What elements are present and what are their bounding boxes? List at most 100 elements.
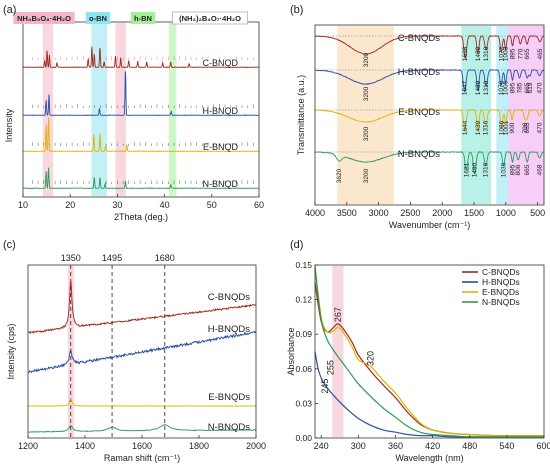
series-line-H [22, 71, 259, 116]
x-axis-b-tick-label: 2000 [432, 208, 452, 218]
x-axis-b-tick-label: 3000 [369, 208, 389, 218]
reference-line-label: 1495 [102, 253, 122, 263]
x-axis-a-tick-label: 40 [160, 200, 170, 210]
peak-label-b: 1310 [483, 80, 490, 95]
axes [13, 11, 545, 439]
peak-label-b: 1439 [475, 120, 482, 135]
x-axis-d-tick-label: 300 [351, 441, 366, 451]
y-axis-label-b: Transmittance (a.u.) [296, 75, 306, 155]
legend-label: N-BNQDs [482, 297, 520, 307]
series-line-H [27, 330, 257, 374]
series-label-a: H-BNQD [203, 106, 239, 116]
series-line-C [27, 280, 257, 335]
series-line-N [314, 151, 544, 175]
phase-label-box [13, 12, 75, 24]
reference-pattern [32, 56, 254, 60]
peak-label-b: 3200 [363, 126, 370, 141]
peak-label-b: 3200 [363, 52, 370, 67]
x-axis-b-tick-label: 1500 [464, 208, 484, 218]
peak-label-b: 3620 [336, 168, 343, 183]
series-label-a: C-BNQD [203, 58, 239, 68]
plot-frame-b [314, 24, 545, 206]
peak-label-b: 665 [524, 122, 531, 133]
peak-label-b: 1310 [483, 46, 490, 61]
peak-label-b: 895 [510, 164, 517, 175]
legend-label: H-BNQDs [482, 277, 520, 287]
x-axis-b-tick-label: 4000 [305, 208, 325, 218]
series-label-b: H-BNQDs [398, 67, 440, 78]
series-label-a: N-BNQD [203, 179, 239, 189]
x-axis-d-tick-label: 480 [462, 441, 477, 451]
peak-label-b: 1036 [501, 162, 508, 177]
peak-label-b: 465 [537, 48, 544, 59]
panel-label-d: (d) [290, 239, 303, 251]
legend-label: C-BNQDs [482, 267, 520, 277]
x-axis-b-tick-label: 500 [530, 208, 545, 218]
highlight-band [168, 23, 177, 196]
peak-label-b: 1001 [503, 120, 510, 135]
series-line-C [22, 46, 260, 69]
x-axis-c-tick-label: 1200 [18, 441, 38, 451]
peak-label-b: 785 [517, 82, 524, 93]
phase-label: (NH₄)₂B₄O₇·4H₂O [179, 14, 241, 23]
peak-label-b: 1621 [463, 162, 470, 177]
peak-label-b: 1439 [475, 80, 482, 95]
series-line-H [314, 351, 544, 438]
x-axis-d-tick-label: 540 [499, 441, 514, 451]
series-label-c: H-BNQDs [208, 324, 250, 335]
phase-label-box [172, 11, 248, 25]
reference-line-label: 1350 [61, 253, 81, 263]
peak-label-b: 665 [524, 164, 531, 175]
phase-label-box [85, 12, 111, 24]
y-axis-d-tick-label: 0.09 [295, 329, 312, 339]
series-line-C [314, 35, 545, 60]
peak-label-b: 895 [510, 48, 517, 59]
x-axis-b-tick-label: 1000 [496, 208, 516, 218]
series-label-c: C-BNQDs [208, 292, 250, 303]
series-line-N [27, 423, 257, 433]
reference-pattern [32, 180, 254, 184]
series-label-c: E-BNQDs [208, 392, 250, 403]
x-axis-d-tick-label: 240 [314, 441, 329, 451]
reference-pattern [32, 104, 254, 108]
reference-pattern [32, 142, 254, 146]
highlight-band [508, 26, 544, 204]
peak-label-b: 468 [537, 164, 544, 175]
peak-annotation-d: 255 [325, 360, 335, 375]
peak-label-b: 1316 [483, 120, 490, 135]
highlight-band [337, 26, 394, 204]
peak-label-b: 1439 [475, 46, 482, 61]
x-axis-a-tick-label: 60 [254, 200, 264, 210]
peak-label-b: 470 [537, 122, 544, 133]
y-axis-d-tick-label: 0.06 [295, 364, 312, 374]
peak-label-b: 1066 [499, 120, 506, 135]
chart-text: (a) 10 20 30 40 50 60 2Theta (deg.) Intensity NH₄… [3, 4, 550, 463]
peak-label-b: 1647 [462, 80, 469, 95]
series-label-b: C-BNQDs [398, 33, 440, 44]
peak-label-b: 1003 [503, 46, 510, 61]
series-line-N [23, 167, 260, 190]
peak-label-b: 1638 [462, 46, 469, 61]
peak-label-b: 1072 [498, 46, 505, 61]
y-axis-d-tick-label: 0.03 [295, 398, 312, 408]
peak-label-b: 1076 [498, 80, 505, 95]
peak-label-b: 619 [527, 82, 534, 93]
x-axis-c-tick-label: 1600 [132, 441, 152, 451]
peak-annotation-d: 320 [366, 351, 376, 366]
y-axis-d-tick-label: 0.15 [295, 260, 312, 270]
phase-label: o-BN [89, 14, 107, 23]
x-axis-d-tick-label: 420 [425, 441, 440, 451]
peak-label-b: 900 [509, 122, 516, 133]
x-axis-d-tick-label: 600 [536, 441, 550, 451]
x-axis-label-a: 2Theta (deg.) [114, 212, 168, 222]
x-axis-c-tick-label: 1400 [75, 441, 95, 451]
phase-label: NH₄B₅O₈·4H₂O [17, 14, 71, 23]
panel-label-b: (b) [290, 4, 303, 16]
y-axis-label-c: Intensity (cps) [6, 323, 16, 379]
phase-label: h-BN [134, 14, 152, 23]
panel-label-c: (c) [3, 239, 16, 251]
panel-label-a: (a) [3, 4, 16, 16]
peak-label-b: 1644 [462, 120, 469, 135]
reference-line-label: 1680 [155, 253, 175, 263]
